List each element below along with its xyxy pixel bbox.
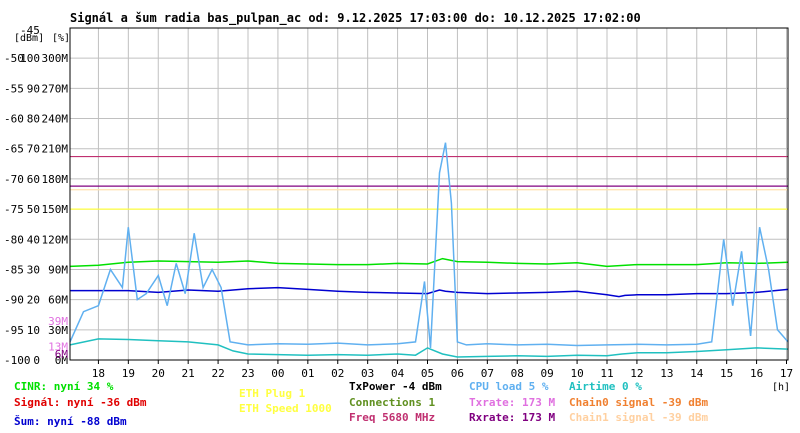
x-tick-label: 08 [511, 367, 524, 380]
y-tick-rate: 300M [42, 52, 69, 65]
y-extra-label: 13M [48, 341, 68, 354]
x-tick-label: 10 [570, 367, 583, 380]
x-tick-label: 15 [720, 367, 733, 380]
x-tick-label: 01 [301, 367, 314, 380]
y-tick-dbm: -85 [4, 263, 24, 276]
legend-cpu-load: CPU load 5 % [469, 380, 549, 393]
plot-frame [69, 27, 789, 361]
legend-noise: Šum: nyní -88 dBm [14, 415, 127, 428]
x-tick-label: 18 [92, 367, 105, 380]
y-tick-rate: 270M [42, 82, 69, 95]
legend-eth-speed: ETH Speed 1000 [239, 402, 332, 415]
y-tick-dbm: -50 [4, 52, 24, 65]
y-tick-pct: 80 [27, 113, 40, 126]
y-extra-label: 6M [55, 348, 69, 361]
y-tick-dbm: -90 [4, 294, 24, 307]
x-tick-label: 14 [690, 367, 704, 380]
y-tick-pct: 10 [27, 324, 40, 337]
y-tick-rate: 150M [42, 203, 69, 216]
y-tick-rate: 60M [48, 294, 68, 307]
y-tick-rate: 210M [42, 143, 69, 156]
x-tick-label: 13 [660, 367, 673, 380]
x-tick-label: 23 [241, 367, 254, 380]
legend-eth-plug: ETH Plug 1 [239, 387, 306, 400]
y-tick-rate: 0M [55, 354, 69, 367]
x-tick-label: 00 [271, 367, 284, 380]
legend-rxrate: Rxrate: 173 M [469, 411, 556, 424]
y-tick-rate: 120M [42, 233, 69, 246]
y-axis-units-pct: [%] [52, 33, 70, 44]
legend-connections: Connections 1 [349, 396, 436, 409]
y-tick-dbm: -95 [4, 324, 24, 337]
series-airtime [69, 338, 789, 358]
y-tick-dbm: -55 [4, 82, 24, 95]
y-tick-rate: 90M [48, 263, 68, 276]
y-tick-rate: 240M [42, 113, 69, 126]
y-tick-dbm: -80 [4, 233, 24, 246]
x-tick-label: 11 [600, 367, 613, 380]
y-tick-dbm: -70 [4, 173, 24, 186]
y-tick-pct: 60 [27, 173, 40, 186]
y-extra-label: 39M [48, 315, 68, 328]
legend-chain0-signal: Chain0 signal -39 dBm [569, 396, 709, 409]
x-tick-label: 19 [122, 367, 135, 380]
y-tick-rate: 30M [48, 324, 68, 337]
legend-chain1-signal: Chain1 signal -39 dBm [569, 411, 709, 424]
x-axis-unit: [h] [772, 382, 790, 393]
series-cpu-load [69, 142, 789, 348]
x-tick-label: 22 [211, 367, 224, 380]
y-tick-dbm: -75 [4, 203, 24, 216]
y-tick-rate: 180M [42, 173, 69, 186]
legend-airtime: Airtime 0 % [569, 380, 642, 393]
x-tick-label: 17 [780, 367, 793, 380]
x-tick-label: 03 [361, 367, 374, 380]
x-tick-label: 16 [750, 367, 763, 380]
legend-txpower: TxPower -4 dBm [349, 380, 442, 393]
y-tick-pct: 50 [27, 203, 40, 216]
y-tick-pct: 0 [33, 354, 40, 367]
y-tick-pct: 90 [27, 82, 40, 95]
y-tick-pct: 100 [20, 52, 40, 65]
legend-signal: Signál: nyní -36 dBm [14, 396, 147, 409]
y-tick-dbm: -65 [4, 143, 24, 156]
x-tick-label: 20 [152, 367, 165, 380]
y-axis-dbm-top: -45 [20, 24, 40, 37]
chart-title: Signál a šum radia bas_pulpan_ac od: 9.1… [70, 11, 641, 26]
y-tick-dbm: -60 [4, 113, 24, 126]
x-tick-label: 04 [391, 367, 405, 380]
y-tick-pct: 70 [27, 143, 40, 156]
y-tick-pct: 30 [27, 263, 40, 276]
legend-freq: Freq 5680 MHz [349, 411, 436, 424]
x-tick-label: 07 [481, 367, 494, 380]
y-tick-dbm: -100 [4, 354, 31, 367]
y-tick-pct: 20 [27, 294, 40, 307]
series-signál [70, 286, 789, 298]
legend-txrate: Txrate: 173 M [469, 396, 556, 409]
y-axis-units-dbm: [dBm] [14, 33, 44, 44]
x-tick-label: 12 [630, 367, 643, 380]
x-tick-label: 02 [331, 367, 344, 380]
x-tick-label: 09 [541, 367, 554, 380]
x-tick-label: 05 [421, 367, 434, 380]
legend-cinr: CINR: nyní 34 % [14, 380, 114, 393]
y-tick-pct: 40 [27, 233, 40, 246]
x-tick-label: 06 [451, 367, 464, 380]
x-tick-label: 21 [182, 367, 195, 380]
